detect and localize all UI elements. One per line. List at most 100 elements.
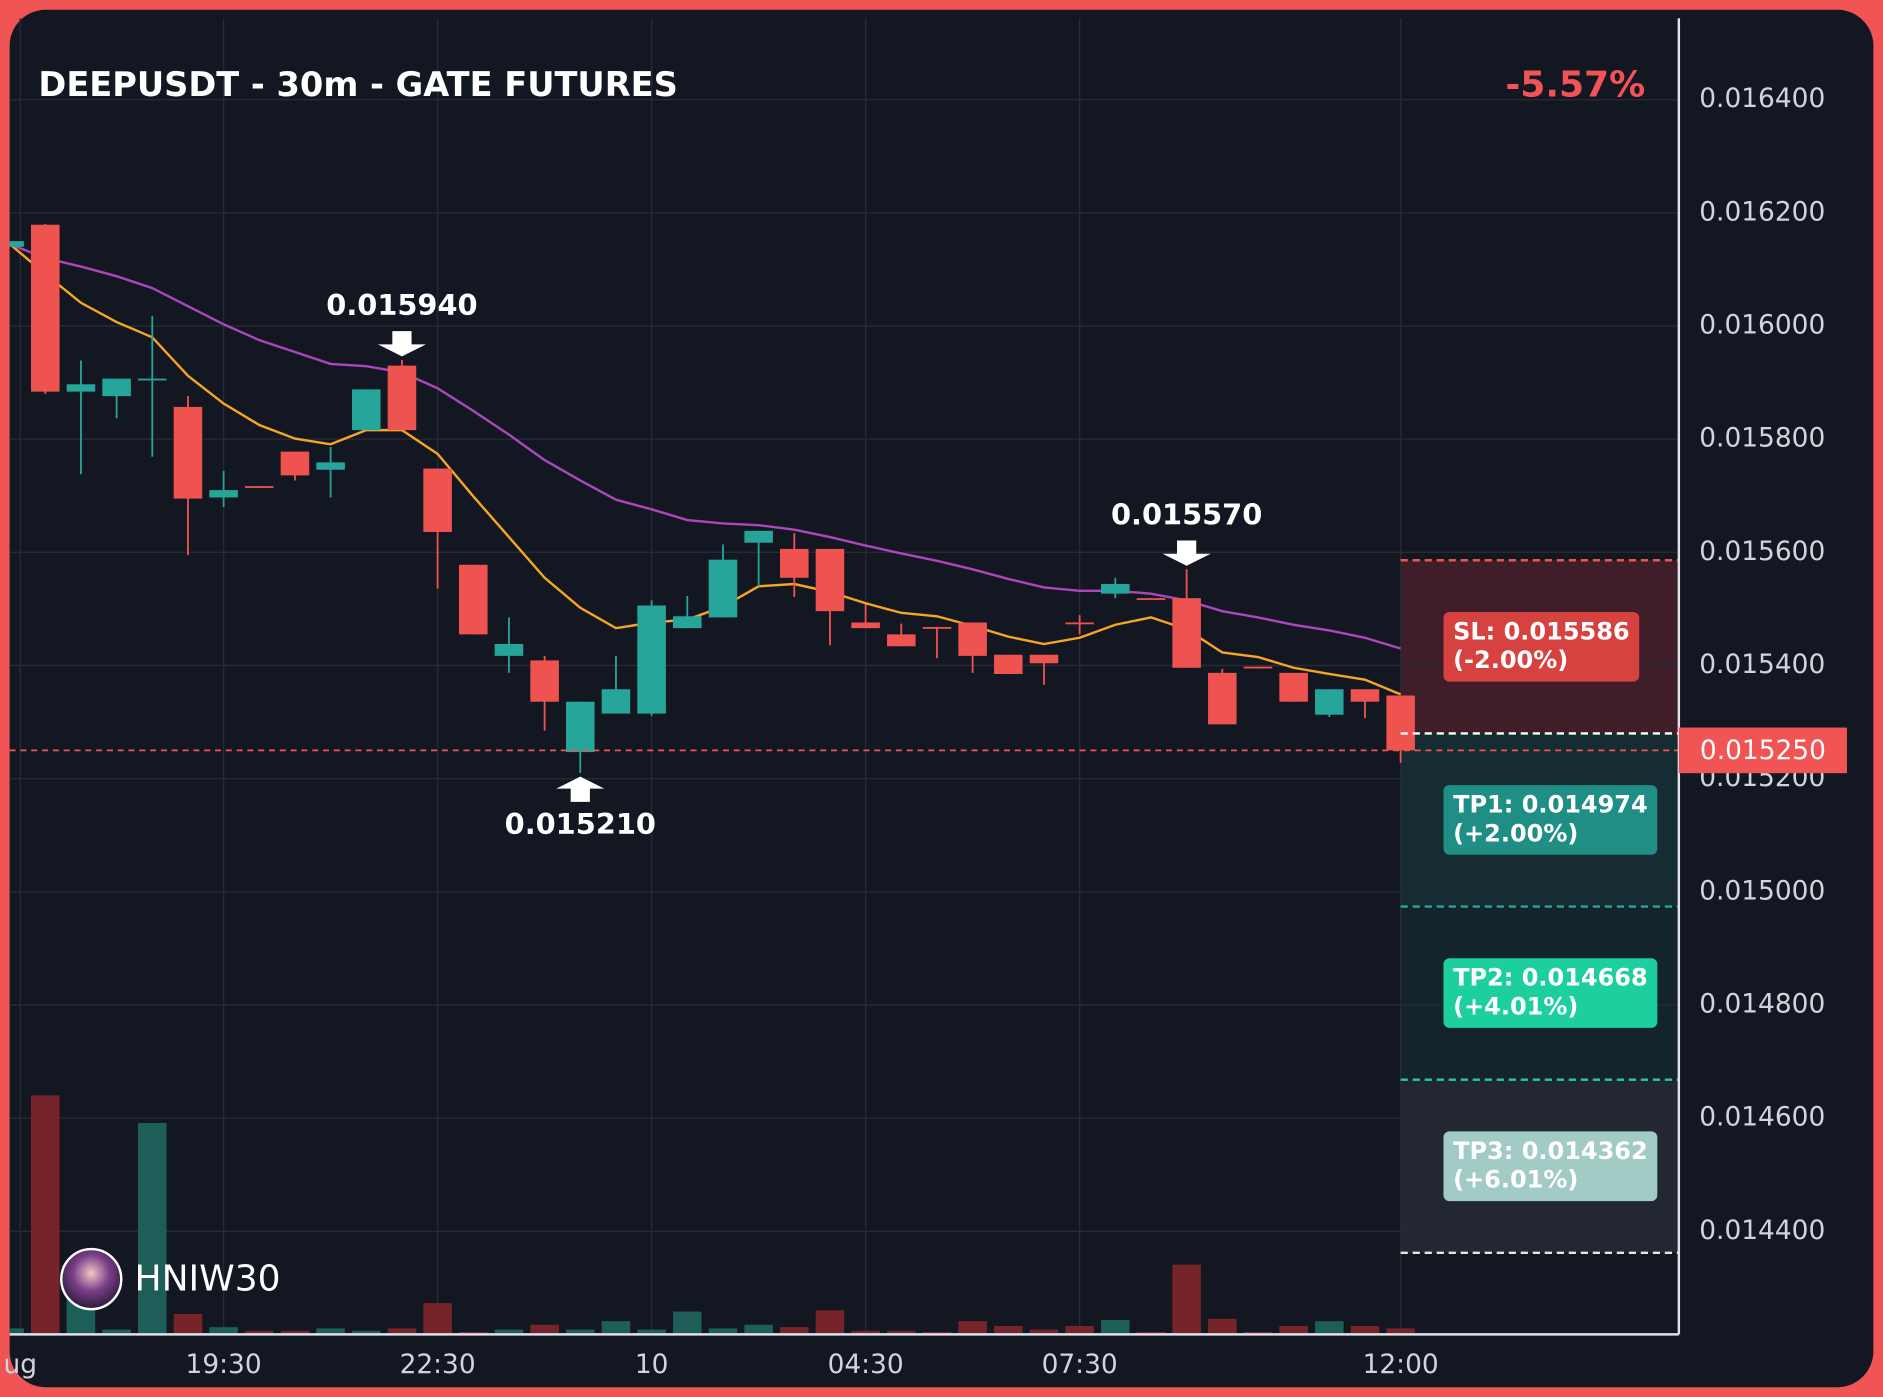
annotation-arrow xyxy=(556,776,605,802)
volume-bar xyxy=(459,1331,488,1334)
volume-bar xyxy=(423,1303,452,1334)
volume-bar xyxy=(9,1328,24,1334)
volume-bar xyxy=(494,1329,524,1334)
x-tick-label: 22:30 xyxy=(400,1349,476,1380)
y-tick-label: 0.014400 xyxy=(1699,1215,1825,1246)
candle-body xyxy=(851,622,880,629)
x-tick-label: 12:00 xyxy=(1363,1349,1439,1380)
candle-body xyxy=(637,605,666,714)
level-label: SL: 0.015586 xyxy=(1453,617,1630,645)
annotation-label: 0.015940 xyxy=(326,288,477,322)
level-box xyxy=(1443,612,1640,682)
volume-bar xyxy=(1136,1331,1166,1334)
candle-body xyxy=(1279,672,1308,702)
x-tick-label: ug xyxy=(4,1349,38,1380)
candle-body xyxy=(387,365,417,431)
candle-body xyxy=(209,490,238,498)
volume-bar xyxy=(1315,1321,1344,1334)
volume-bar xyxy=(1279,1325,1308,1334)
candle-body xyxy=(673,616,702,629)
candle-body xyxy=(494,643,524,656)
y-tick-label: 0.015400 xyxy=(1699,649,1825,680)
candle-body xyxy=(1065,622,1094,625)
candle-body xyxy=(138,378,167,381)
candle-body xyxy=(1029,654,1059,664)
y-tick-label: 0.016200 xyxy=(1699,196,1825,227)
candle-body xyxy=(887,634,916,647)
x-tick-label: 07:30 xyxy=(1042,1349,1118,1380)
volume-bar xyxy=(387,1328,417,1334)
volume-bar xyxy=(102,1329,131,1334)
y-tick-label: 0.015600 xyxy=(1699,536,1825,567)
level-pct: (+2.00%) xyxy=(1453,819,1578,847)
volume-bar xyxy=(245,1330,274,1334)
volume-bar xyxy=(138,1123,167,1334)
x-tick-label: 04:30 xyxy=(828,1349,904,1380)
price-tag-label: 0.015250 xyxy=(1700,735,1826,766)
volume-bar xyxy=(31,1095,60,1334)
volume-bar xyxy=(1350,1325,1380,1334)
volume-bar xyxy=(1386,1328,1415,1334)
volume-bar xyxy=(887,1330,916,1334)
volume-bar xyxy=(601,1321,631,1334)
volume-bar xyxy=(673,1311,702,1334)
candle-body xyxy=(280,451,310,476)
volume-bar xyxy=(566,1329,595,1334)
x-tick-label: 19:30 xyxy=(186,1349,262,1380)
candle-body xyxy=(31,224,60,392)
chart-title: DEEPUSDT - 30m - GATE FUTURES xyxy=(38,65,677,104)
y-tick-label: 0.014600 xyxy=(1699,1102,1825,1133)
volume-bar xyxy=(958,1321,987,1334)
y-tick-label: 0.015800 xyxy=(1699,423,1825,454)
volume-bar xyxy=(209,1327,238,1334)
volume-bar xyxy=(316,1328,345,1334)
candle-body xyxy=(1243,666,1273,669)
ema-line xyxy=(9,242,1401,650)
volume-bar xyxy=(352,1330,381,1334)
y-tick-label: 0.016000 xyxy=(1699,310,1825,341)
candle-body xyxy=(173,406,203,499)
level-pct: (+4.01%) xyxy=(1453,993,1578,1021)
annotation-label: 0.015570 xyxy=(1111,497,1262,531)
volume-bar xyxy=(708,1328,738,1334)
candle-body xyxy=(815,548,845,612)
watermark: HNIW30 xyxy=(135,1258,281,1299)
candle-body xyxy=(530,660,559,702)
candle-body xyxy=(566,701,595,753)
candle-body xyxy=(1386,695,1415,751)
ema-line xyxy=(9,243,1402,696)
volume-bar xyxy=(1029,1329,1059,1334)
y-tick-label: 0.014800 xyxy=(1699,988,1825,1019)
annotation-arrow xyxy=(377,331,426,357)
candle-body xyxy=(9,241,24,247)
level-box xyxy=(1443,785,1658,855)
candle-body xyxy=(423,468,452,532)
candle-body xyxy=(922,627,952,629)
avatar xyxy=(60,1247,123,1311)
candle-body xyxy=(1172,598,1201,668)
candle-body xyxy=(316,462,345,470)
candle-body xyxy=(102,378,131,397)
candle-body xyxy=(352,389,381,431)
candle-body xyxy=(1315,689,1344,715)
volume-bar xyxy=(1208,1318,1237,1334)
candle-body xyxy=(780,548,809,578)
level-label: TP3: 0.014362 xyxy=(1453,1137,1648,1165)
candle-body xyxy=(1208,672,1237,725)
volume-bar xyxy=(815,1310,845,1334)
volume-bar xyxy=(280,1330,310,1334)
candle-body xyxy=(1101,584,1130,594)
candle-body xyxy=(994,654,1023,674)
annotation-label: 0.015210 xyxy=(505,807,656,841)
volume-bar xyxy=(780,1327,809,1334)
volume-bar xyxy=(637,1329,666,1334)
level-pct: (-2.00%) xyxy=(1453,646,1568,674)
candle-body xyxy=(66,384,96,392)
candle-body xyxy=(1350,689,1380,702)
volume-bar xyxy=(1065,1325,1094,1334)
y-tick-label: 0.016400 xyxy=(1699,83,1825,114)
y-tick-label: 0.015000 xyxy=(1699,875,1825,906)
volume-bar xyxy=(922,1331,952,1334)
